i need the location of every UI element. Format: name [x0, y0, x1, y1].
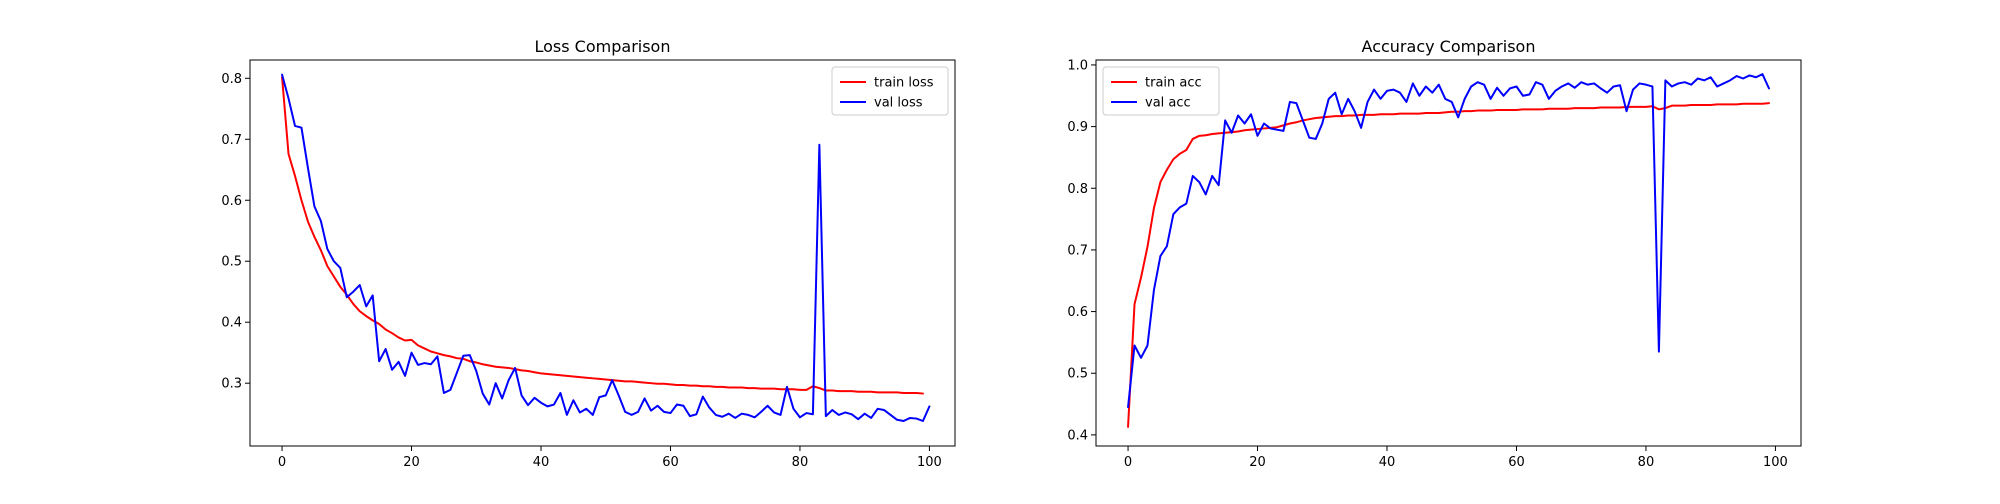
x-tick-label: 100 — [917, 455, 942, 470]
series-line-train-acc — [1127, 102, 1770, 428]
y-tick-label: 0.4 — [221, 316, 242, 331]
x-tick-label: 60 — [1508, 455, 1525, 470]
x-tick-label: 0 — [278, 455, 286, 470]
axes: 0 20 40 60 80 100 0.4 0.5 0.6 0.7 0.8 0.9 1.0 — [1067, 58, 1802, 470]
plot-frame — [249, 59, 956, 447]
y-tick-label: 0.3 — [221, 377, 242, 392]
x-tick-label: 0 — [1124, 455, 1132, 470]
x-tick-label: 100 — [1763, 455, 1788, 470]
legend: train loss val loss — [831, 66, 949, 116]
loss-comparison-chart: Loss Comparison 0 20 40 60 80 100 0.3 0.4 0.5 0.6… — [221, 37, 956, 470]
x-tick-label: 40 — [1379, 455, 1396, 470]
axes: 0 20 40 60 80 100 0.3 0.4 0.5 0.6 0.7 0.8 — [221, 59, 956, 470]
x-tick-label: 20 — [1249, 455, 1266, 470]
legend-label: train loss — [874, 76, 934, 91]
series-line-val-loss — [281, 73, 931, 422]
plot-frame — [1095, 59, 1802, 447]
x-tick-label: 60 — [662, 455, 679, 470]
plot-lines — [1127, 73, 1770, 428]
series-line-val-acc — [1127, 73, 1770, 409]
legend-label: val loss — [874, 96, 923, 111]
legend-label: val acc — [1145, 96, 1191, 111]
chart-title: Loss Comparison — [535, 37, 671, 56]
x-tick-label: 20 — [403, 455, 420, 470]
y-tick-label: 0.9 — [1067, 120, 1088, 135]
y-tick-label: 0.8 — [221, 72, 242, 87]
y-tick-label: 0.5 — [1067, 367, 1088, 382]
y-tick-label: 0.4 — [1067, 428, 1088, 443]
chart-title: Accuracy Comparison — [1362, 37, 1536, 56]
y-tick-label: 1.0 — [1067, 58, 1088, 73]
y-tick-label: 0.8 — [1067, 182, 1088, 197]
series-line-train-loss — [281, 76, 924, 395]
accuracy-comparison-chart: Accuracy Comparison 0 20 40 60 80 100 0.4 0.5 0.… — [1067, 37, 1802, 470]
x-tick-label: 80 — [1638, 455, 1655, 470]
y-tick-label: 0.7 — [221, 133, 242, 148]
x-tick-label: 40 — [533, 455, 550, 470]
x-tick-label: 80 — [792, 455, 809, 470]
legend-label: train acc — [1145, 76, 1202, 91]
y-tick-label: 0.6 — [1067, 305, 1088, 320]
y-tick-label: 0.6 — [221, 194, 242, 209]
y-tick-label: 0.7 — [1067, 243, 1088, 258]
y-tick-label: 0.5 — [221, 255, 242, 270]
legend: train acc val acc — [1102, 66, 1220, 116]
plot-lines — [281, 73, 931, 422]
